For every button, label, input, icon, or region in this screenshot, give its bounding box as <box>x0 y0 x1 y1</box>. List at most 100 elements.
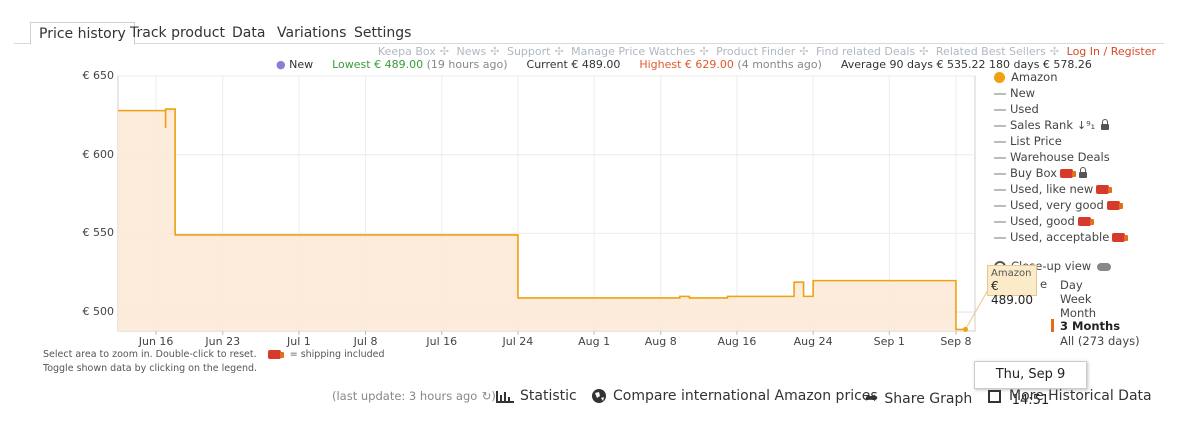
x-tick-label: Aug 1 <box>578 335 611 348</box>
legend-item-amazon[interactable]: Amazon <box>994 70 1057 85</box>
shipping-truck-icon <box>1106 201 1123 210</box>
legend-label: Used, very good <box>1010 198 1104 212</box>
y-tick-label: € 500 <box>82 305 115 319</box>
legend-item-buy-box[interactable]: Buy Box <box>994 166 1088 181</box>
legend-item-new[interactable]: New <box>994 86 1035 101</box>
legend-label: Amazon <box>1011 70 1058 84</box>
tooltip-connector <box>965 289 989 330</box>
legend-label: Used, acceptable <box>1010 230 1110 244</box>
separator-icon: ✣ <box>490 45 500 58</box>
hover-point-marker <box>962 326 968 332</box>
link-find-related-deals[interactable]: Find related Deals <box>815 45 916 58</box>
price-stats: ● New Lowest € 489.00 (19 hours ago) Cur… <box>276 58 1092 71</box>
x-tick-label: Jul 16 <box>426 335 458 348</box>
x-tick-label: Aug 24 <box>793 335 833 348</box>
legend-item-used[interactable]: Used <box>994 102 1039 117</box>
tab-settings[interactable]: Settings <box>354 25 412 41</box>
sort-icon: ↓⁹₁ <box>1077 119 1096 132</box>
legend-item-used-like-new[interactable]: Used, like new <box>994 182 1113 197</box>
range-week[interactable]: Week <box>1060 292 1092 306</box>
stat-average-90: Average 90 days € 535.22 <box>840 58 986 71</box>
x-tick-label: Jun 16 <box>138 335 174 348</box>
tab-data[interactable]: Data <box>232 25 266 41</box>
price-tooltip: Amazon € 489.00 <box>987 265 1037 307</box>
legend-label: Used, like new <box>1010 182 1094 196</box>
link-support[interactable]: Support <box>506 45 551 58</box>
tab-track-product[interactable]: Track product <box>130 25 225 41</box>
statistic-label: Statistic <box>520 388 577 404</box>
hint-zoom-text: Select area to zoom in. Double-click to … <box>43 349 257 360</box>
compare-international-button[interactable]: Compare international Amazon prices <box>591 388 878 404</box>
legend-item-used-acceptable[interactable]: Used, acceptable <box>994 230 1129 245</box>
range-month[interactable]: Month <box>1060 306 1097 320</box>
legend-item-sales-rank[interactable]: Sales Rank ↓⁹₁ <box>994 118 1110 133</box>
legend-label: List Price <box>1010 134 1062 148</box>
range-active-marker <box>1051 319 1054 332</box>
external-window-icon <box>988 389 1001 403</box>
legend-label: Warehouse Deals <box>1010 150 1110 164</box>
share-arrow-icon: ➦ <box>865 388 879 407</box>
legend-item-warehouse-deals[interactable]: Warehouse Deals <box>994 150 1110 165</box>
legend-item-list-price[interactable]: List Price <box>994 134 1062 149</box>
legend-item-used-very-good[interactable]: Used, very good <box>994 198 1123 213</box>
range-3-months[interactable]: 3 Months <box>1060 319 1121 333</box>
shipping-truck-icon <box>1077 217 1094 226</box>
lock-icon <box>1101 118 1110 130</box>
link-keepa-box[interactable]: Keepa Box <box>377 45 436 58</box>
legend-label: New <box>1010 86 1036 100</box>
link-login-register[interactable]: Log In / Register <box>1066 45 1156 58</box>
range-label-partial: e <box>1040 277 1048 291</box>
more-historical-data-button[interactable]: More Historical Data <box>988 388 1152 404</box>
date-tooltip: Thu, Sep 9 14:51 <box>974 361 1087 408</box>
tab-price-history[interactable]: Price history <box>30 22 135 45</box>
share-graph-button[interactable]: ➦ Share Graph <box>865 388 972 407</box>
separator-icon: ✣ <box>919 45 929 58</box>
legend-item-used-good[interactable]: Used, good <box>994 214 1094 229</box>
shipping-truck-icon <box>1060 169 1077 178</box>
y-tick-label: € 650 <box>82 69 115 82</box>
shipping-truck-icon <box>1112 233 1129 242</box>
x-tick-label: Aug 8 <box>644 335 677 348</box>
statistic-button[interactable]: Statistic <box>496 388 577 404</box>
stat-new: New <box>289 58 314 71</box>
link-manage-price-watches[interactable]: Manage Price Watches <box>571 45 696 58</box>
range-all[interactable]: All (273 days) <box>1060 334 1140 348</box>
y-tick-label: € 600 <box>82 147 115 161</box>
link-news[interactable]: News <box>456 45 487 58</box>
last-update: (last update: 3 hours ago ↻) <box>332 388 496 404</box>
stat-lowest: Lowest € 489.00 <box>332 58 424 71</box>
shipping-truck-icon <box>1096 185 1113 194</box>
x-tick-label: Jul 1 <box>287 335 311 348</box>
legend-label: Used <box>1010 102 1039 116</box>
legend-label: Buy Box <box>1010 166 1058 180</box>
separator-icon: ✣ <box>1049 45 1060 58</box>
amazon-price-area <box>118 109 966 331</box>
lock-icon <box>1079 166 1088 178</box>
amazon-price-line <box>118 108 966 331</box>
separator-icon: ✣ <box>554 45 564 58</box>
tab-variations[interactable]: Variations <box>277 25 347 41</box>
new-dot-icon: ● <box>276 58 286 71</box>
tooltip-price: € 489.00 <box>991 279 1033 307</box>
amazon-dot-icon <box>994 72 1005 83</box>
separator-icon: ✣ <box>439 45 450 58</box>
range-day[interactable]: Day <box>1060 278 1083 292</box>
legend-label: Used, good <box>1010 214 1075 228</box>
link-related-best-sellers[interactable]: Related Best Sellers <box>935 45 1046 58</box>
separator-icon: ✣ <box>799 45 809 58</box>
stat-average-180: 180 days € 578.26 <box>988 58 1092 71</box>
x-tick-label: Jul 24 <box>502 335 534 348</box>
link-product-finder[interactable]: Product Finder <box>716 45 796 58</box>
chart-hint-legend: Toggle shown data by clicking on the leg… <box>43 363 258 374</box>
x-tick-label: Jun 23 <box>205 335 241 348</box>
chart-hint-zoom: Select area to zoom in. Double-click to … <box>43 349 385 360</box>
x-tick-label: Jul 8 <box>353 335 378 348</box>
separator-icon: ✣ <box>699 45 709 58</box>
stat-highest: Highest € 629.00 <box>639 58 734 71</box>
stat-lowest-ago: (19 hours ago) <box>426 58 508 71</box>
x-tick-label: Sep 1 <box>873 335 905 348</box>
stat-current: Current € 489.00 <box>526 58 621 71</box>
refresh-icon[interactable]: ↻) <box>481 389 496 403</box>
shipping-truck-icon <box>267 350 284 359</box>
